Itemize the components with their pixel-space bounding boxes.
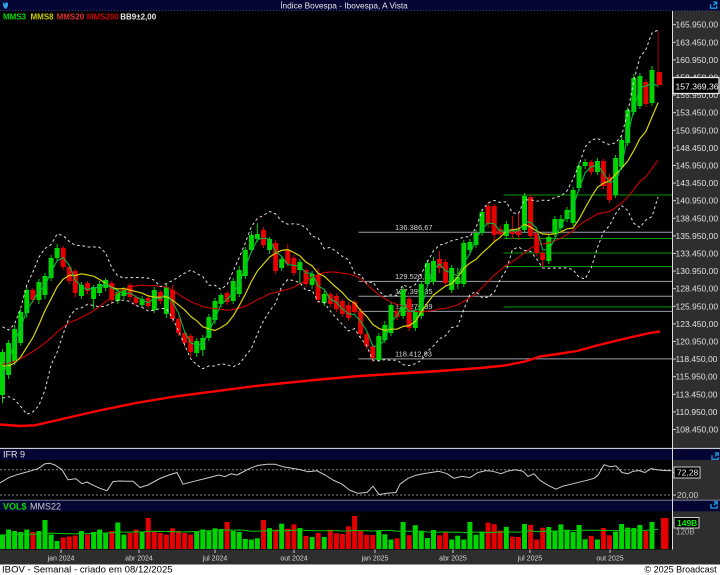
svg-text:155.950,00: 155.950,00 [676,90,719,100]
svg-text:129.520,36: 129.520,36 [395,272,433,281]
svg-text:118.412,03: 118.412,03 [395,350,432,359]
svg-text:148.450,00: 148.450,00 [676,143,719,153]
svg-text:133.450,00: 133.450,00 [676,249,719,259]
svg-text:jul 2025: jul 2025 [517,556,543,563]
svg-text:145.950,00: 145.950,00 [676,161,719,171]
svg-text:113.450,00: 113.450,00 [676,389,718,399]
svg-text:163.450,00: 163.450,00 [676,37,719,47]
svg-text:abr 2025: abr 2025 [439,556,467,563]
svg-text:BB9±2,00: BB9±2,00 [120,12,157,21]
svg-text:MMS20: MMS20 [57,12,85,21]
svg-text:abr 2024: abr 2024 [125,556,153,563]
svg-text:157.369,36: 157.369,36 [676,81,719,91]
svg-text:118.450,00: 118.450,00 [676,354,718,364]
svg-text:125.276,39: 125.276,39 [395,302,433,311]
svg-text:165.950,00: 165.950,00 [676,20,719,30]
svg-text:120.950,00: 120.950,00 [676,337,719,347]
svg-text:150.950,00: 150.950,00 [676,125,719,135]
svg-text:jul 2024: jul 2024 [202,556,228,563]
svg-text:MMS22: MMS22 [30,501,61,511]
svg-text:149B: 149B [677,518,697,528]
svg-text:20,00: 20,00 [677,490,699,500]
svg-text:MMS8: MMS8 [31,12,55,21]
svg-text:108.450,00: 108.450,00 [676,425,719,435]
svg-text:72,28: 72,28 [677,468,699,478]
svg-text:123.450,00: 123.450,00 [676,319,719,329]
svg-text:MMS200: MMS200 [87,12,120,21]
svg-text:127.399,35: 127.399,35 [395,287,433,296]
svg-text:135.950,00: 135.950,00 [676,231,719,241]
svg-text:138.450,00: 138.450,00 [676,213,719,223]
svg-text:143.450,00: 143.450,00 [676,178,719,188]
svg-text:jan 2025: jan 2025 [361,556,389,563]
svg-text:110.950,00: 110.950,00 [676,407,718,417]
svg-text:125.950,00: 125.950,00 [676,301,719,311]
svg-text:136.386,67: 136.386,67 [395,223,433,232]
svg-text:140.950,00: 140.950,00 [676,196,719,206]
svg-text:MMS3: MMS3 [3,12,27,21]
svg-text:jan 2024: jan 2024 [47,556,75,563]
svg-text:IBOV - Semanal - criado em 08/: IBOV - Semanal - criado em 08/12/2025 [2,565,173,575]
svg-text:out 2024: out 2024 [280,556,307,563]
svg-text:160.950,00: 160.950,00 [676,55,719,65]
svg-text:IFR 9: IFR 9 [3,450,25,460]
svg-text:out 2025: out 2025 [596,556,623,563]
svg-text:© 2025 Broadcast: © 2025 Broadcast [645,565,718,575]
svg-text:120B: 120B [676,528,695,537]
svg-text:115.950,00: 115.950,00 [676,372,718,382]
svg-text:130.950,00: 130.950,00 [676,266,719,276]
svg-text:153.450,00: 153.450,00 [676,108,719,118]
svg-text:Índice Bovespa - Ibovespa, A V: Índice Bovespa - Ibovespa, A Vista [280,1,408,11]
svg-text:128.450,00: 128.450,00 [676,284,719,294]
svg-text:VOL$: VOL$ [3,501,27,511]
